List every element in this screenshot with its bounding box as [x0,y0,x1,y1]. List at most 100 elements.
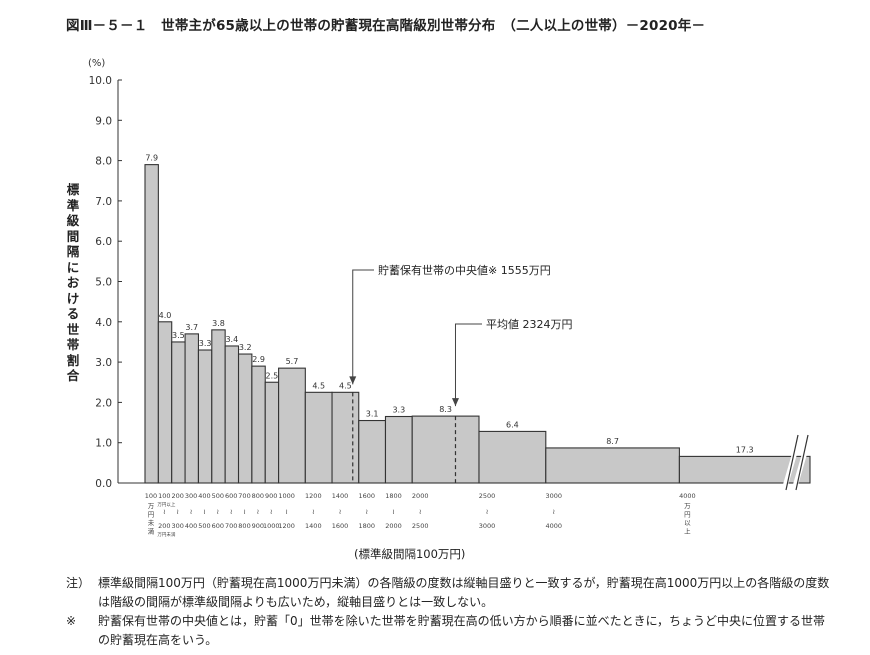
x-tick-label-char: 満 [148,528,155,536]
bar-value-label: 2.9 [252,355,265,364]
x-tick-label-top: 100 [145,492,157,500]
x-tick-label-bottom: 800 [238,522,250,530]
bar-value-label: 6.4 [506,420,519,429]
x-tick-label-sub: 万円以上 [157,501,175,508]
x-tick-label-top: 2500 [479,492,496,500]
bar-value-label: 8.3 [439,405,452,414]
annotation-leader-line [454,323,482,407]
x-tick-tilde: ≀ [230,508,233,516]
x-tick-tilde: ≀ [365,508,368,516]
x-tick-label-top: 700 [238,492,250,500]
y-tick-label: 6.0 [95,236,112,248]
x-tick-label-char: 円 [148,511,155,519]
bar-value-label: 5.7 [286,357,299,366]
annotation-label: 貯蓄保有世帯の中央値※ 1555万円 [378,263,551,277]
y-tick-label: 8.0 [95,156,112,168]
figure-title: 図Ⅲ－５－１ 世帯主が65歳以上の世帯の貯蓄現在高階級別世帯分布 （二人以上の世… [66,18,706,34]
bar [144,164,159,484]
x-tick-tilde: ≀ [243,508,246,516]
bar [197,349,213,484]
x-tick-label-bottom: 600 [212,522,224,530]
x-tick-label-top: 900 [265,492,277,500]
y-unit-label: (%) [88,58,105,69]
x-tick-label-bottom: 1800 [358,522,375,530]
y-axis-title: 標準級間隔における世帯割合 [66,182,80,383]
footnote-text: 貯蓄保有世帯の中央値とは，貯蓄「0」世帯を除いた世帯を貯蓄現在高の低い方から順番… [98,614,826,647]
x-tick-tilde: ≀ [257,508,260,516]
bar-value-label: 3.8 [212,319,225,328]
x-tick-tilde: ≀ [419,508,422,516]
x-tick-label-bottom: 2500 [412,522,429,530]
bar-value-label: 3.5 [172,331,185,340]
bar [545,447,680,484]
bar [157,321,173,484]
x-tick-tilde: ≀ [190,508,193,516]
x-tick-label-char: 上 [684,527,691,536]
bar [278,367,306,484]
annotation-label: 平均値 2324万円 [486,318,573,331]
bar-value-label: 4.5 [339,381,352,390]
x-tick-label-bottom: 1000 [263,522,280,530]
x-tick-tilde: ≀ [270,508,273,516]
x-tick-label-bottom: 300 [172,522,184,530]
x-tick-label-char: 未 [148,518,155,527]
bar [384,415,413,484]
bar-value-label: 3.4 [225,335,238,344]
x-tick-tilde: ≀ [312,508,315,516]
bar [251,365,266,484]
y-tick-label: 7.0 [95,196,112,208]
x-tick-label-bottom: 1600 [332,522,349,530]
x-tick-tilde: ≀ [392,508,395,516]
y-axis: 0.0 1.0 2.0 3.0 4.0 5.0 6.0 7.0 8.0 9.0 10.0 [89,75,810,490]
y-tick-label: 9.0 [95,115,112,127]
x-tick-label-char: 万 [684,502,691,510]
arrow-down-icon [349,376,357,385]
x-axis-ticks: 100万円未満100万円以上≀200万円未満200≀300300≀400400≀… [145,492,696,538]
x-tick-label-top: 1200 [305,492,322,500]
footnotes: 注） 標準級間隔100万円（貯蓄現在高1000万円未満）の各階級の度数は縦軸目盛… [66,574,836,650]
x-tick-tilde: ≀ [285,508,288,516]
x-tick-label-sub: 万円未満 [157,531,175,538]
annotation-leader-line [352,269,374,385]
x-tick-label-top: 800 [252,492,264,500]
bar-value-label: 3.2 [239,343,252,352]
x-tick-label-top: 200 [172,492,184,500]
bar [331,391,360,484]
x-tick-label-bottom: 900 [252,522,264,530]
x-tick-label-char: 円 [684,511,691,519]
x-tick-label-top: 500 [212,492,224,500]
bar-value-label: 3.1 [366,410,379,419]
x-tick-label-top: 1400 [332,492,349,500]
y-tick-label: 4.0 [95,317,112,329]
axis-break-icon [785,434,799,491]
y-tick-label: 2.0 [95,397,112,409]
bar-value-label: 7.9 [145,154,158,163]
bar [478,430,547,484]
x-tick-label-top: 4000 [679,492,696,500]
x-tick-label-top: 1000 [278,492,295,500]
footnote-1: 注） 標準級間隔100万円（貯蓄現在高1000万円未満）の各階級の度数は縦軸目盛… [66,574,836,612]
footnote-mark: 注） [66,576,91,590]
x-tick-tilde: ≀ [203,508,206,516]
bar-value-label: 17.3 [736,445,754,454]
footnote-mark: ※ [66,614,77,628]
x-tick-label-top: 100 [158,492,170,500]
x-tick-label-top: 600 [225,492,237,500]
x-tick-tilde: ≀ [552,508,555,516]
x-tick-label-bottom: 3000 [479,522,496,530]
x-tick-label-char: 以 [684,519,691,527]
bar-value-label: 8.7 [606,437,619,446]
bar [211,329,226,484]
x-tick-tilde: ≀ [339,508,342,516]
bar-value-label: 4.0 [159,311,172,320]
bar-value-label: 3.7 [185,323,198,332]
x-tick-tilde: ≀ [163,508,166,516]
bar [264,381,280,484]
x-tick-label-top: 400 [198,492,210,500]
bar-value-label: 4.5 [312,381,325,390]
bar [237,353,253,484]
footnote-text: 標準級間隔100万円（貯蓄現在高1000万円未満）の各階級の度数は縦軸目盛りと一… [98,576,830,609]
x-tick-tilde: ≀ [176,508,179,516]
x-tick-tilde: ≀ [216,508,219,516]
